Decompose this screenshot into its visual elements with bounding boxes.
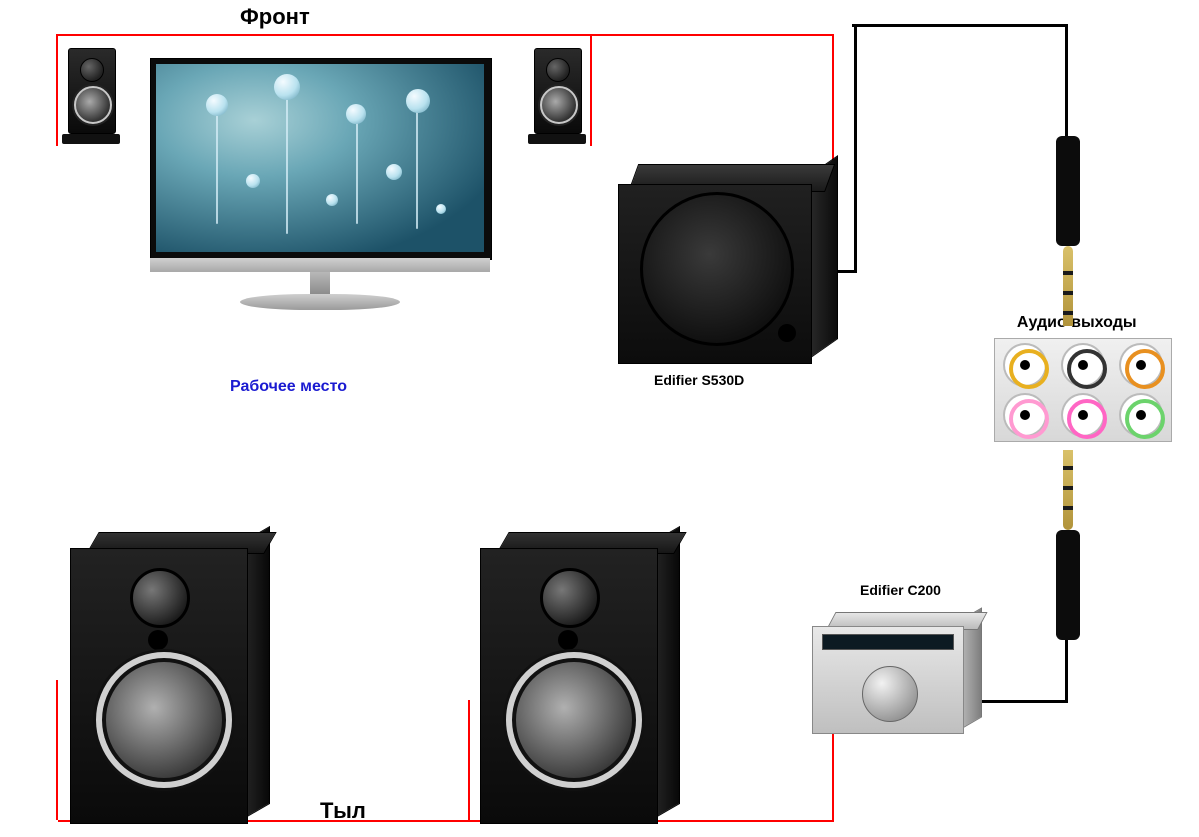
- wire-front-red-left: [56, 34, 58, 146]
- front-left-speaker: [62, 48, 120, 144]
- label-workstation: Рабочее место: [230, 378, 347, 396]
- speaker-base: [528, 134, 586, 144]
- speaker-base: [62, 134, 120, 144]
- monitor-neck: [310, 272, 330, 296]
- speaker-tweeter: [546, 58, 570, 82]
- speaker-woofer: [506, 652, 642, 788]
- wire-front-red-top: [58, 34, 832, 36]
- label-front: Фронт: [240, 4, 310, 30]
- amp-volume-knob: [862, 666, 918, 722]
- wire-rear-red-right: [468, 700, 470, 820]
- wire-rear-red-to-amp: [832, 720, 834, 820]
- subwoofer-grill: [640, 192, 794, 346]
- monitor: [150, 58, 490, 318]
- audio-jack-panel: [994, 338, 1172, 442]
- wire-front-black-v: [854, 24, 857, 270]
- jack-mic: [1005, 395, 1045, 435]
- wire-rear-red-left: [56, 680, 58, 820]
- wire-front-black-top: [852, 24, 1068, 27]
- speaker-woofer: [74, 86, 112, 124]
- monitor-chin: [150, 258, 490, 272]
- wire-rear-black-v: [1065, 635, 1068, 703]
- jack-rear: [1063, 345, 1103, 385]
- rear-left-speaker: [70, 532, 270, 822]
- speaker-tweeter: [130, 568, 190, 628]
- rear-right-speaker: [480, 532, 680, 822]
- speaker-tweeter: [540, 568, 600, 628]
- label-amp: Edifier C200: [860, 582, 941, 598]
- jack-center-sub: [1005, 345, 1045, 385]
- wire-front-black-to-plug: [1065, 24, 1068, 136]
- monitor-screen: [156, 64, 484, 252]
- speaker-port: [558, 630, 578, 650]
- jack-line-in: [1121, 395, 1161, 435]
- subwoofer: [618, 164, 838, 364]
- amplifier: [812, 612, 982, 732]
- label-sub: Edifier S530D: [654, 372, 744, 388]
- speaker-tweeter: [80, 58, 104, 82]
- front-right-speaker: [528, 48, 586, 144]
- subwoofer-port: [778, 324, 796, 342]
- speaker-woofer: [540, 86, 578, 124]
- speaker-port: [148, 630, 168, 650]
- diagram-stage: { "labels": { "front": "Фронт", "rear": …: [0, 0, 1199, 837]
- label-audio-outputs-l1: Аудио выходы: [1017, 314, 1137, 331]
- speaker-woofer: [96, 652, 232, 788]
- wire-front-red-right: [590, 34, 592, 146]
- amp-display: [822, 634, 954, 650]
- monitor-stand: [240, 294, 400, 310]
- jack-line-out: [1063, 395, 1103, 435]
- jack-side: [1121, 345, 1161, 385]
